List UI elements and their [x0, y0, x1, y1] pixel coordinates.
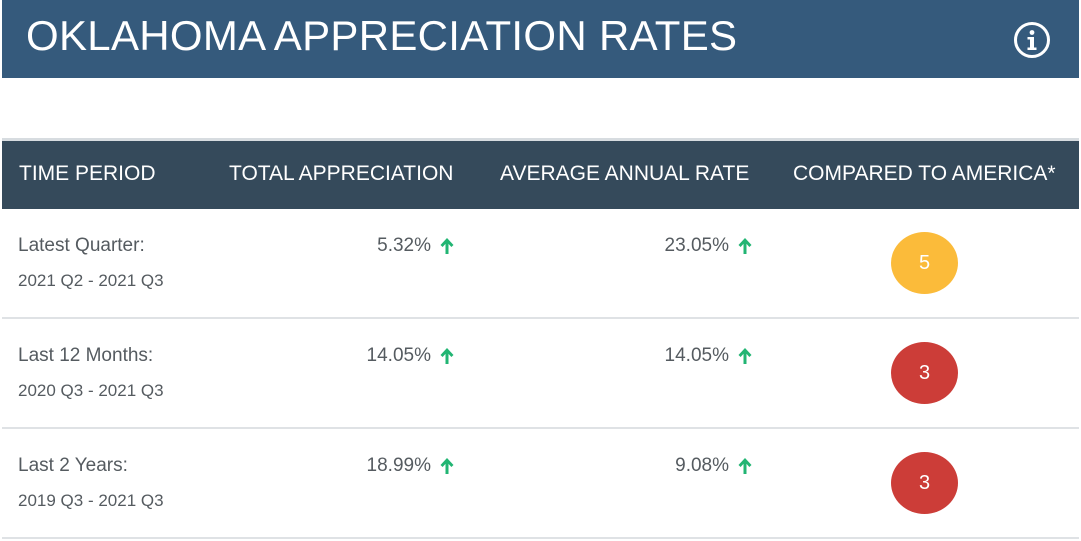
up-arrow-icon: [738, 238, 752, 254]
average-annual-rate-cell: 9.08%: [675, 455, 753, 477]
column-header-average-annual-rate: AVERAGE ANNUAL RATE: [500, 162, 750, 185]
total-appreciation-value: 14.05%: [366, 345, 431, 366]
rank-value: 5: [918, 251, 931, 274]
info-icon[interactable]: [1013, 21, 1051, 59]
appreciation-table: TIME PERIOD TOTAL APPRECIATION AVERAGE A…: [2, 138, 1079, 539]
total-appreciation-cell: 18.99%: [367, 455, 455, 477]
rank-badge: 5: [891, 232, 958, 294]
total-appreciation-cell: 5.32%: [377, 235, 455, 257]
period-range: 2020 Q3 - 2021 Q3: [18, 381, 164, 400]
up-arrow-icon: [440, 458, 454, 474]
up-arrow-icon: [440, 348, 454, 364]
page-title: OKLAHOMA APPRECIATION RATES: [26, 12, 738, 59]
column-header-time-period: TIME PERIOD: [19, 162, 156, 185]
period-range: 2019 Q3 - 2021 Q3: [18, 491, 164, 510]
average-annual-rate-cell: 14.05%: [665, 345, 753, 367]
rank-badge: 3: [891, 342, 958, 404]
up-arrow-icon: [738, 458, 752, 474]
table-row: Last 12 Months: 2020 Q3 - 2021 Q3 14.05%…: [2, 319, 1079, 429]
total-appreciation-value: 5.32%: [377, 235, 431, 256]
total-appreciation-cell: 14.05%: [367, 345, 455, 367]
rank-badge: 3: [891, 452, 958, 514]
average-annual-rate-value: 14.05%: [664, 345, 729, 366]
average-annual-rate-cell: 23.05%: [665, 235, 753, 257]
rank-value: 3: [918, 361, 931, 384]
period-label: Last 2 Years:: [18, 455, 128, 476]
up-arrow-icon: [738, 348, 752, 364]
column-header-compared-to-america: COMPARED TO AMERICA*: [793, 162, 1056, 185]
table-row: Last 2 Years: 2019 Q3 - 2021 Q3 18.99% 9…: [2, 429, 1079, 539]
period-label: Last 12 Months:: [18, 345, 154, 366]
table-header: TIME PERIOD TOTAL APPRECIATION AVERAGE A…: [2, 138, 1079, 209]
average-annual-rate-value: 9.08%: [675, 455, 729, 476]
period-range: 2021 Q2 - 2021 Q3: [18, 271, 164, 290]
period-label: Latest Quarter:: [18, 235, 145, 256]
title-bar: OKLAHOMA APPRECIATION RATES: [2, 0, 1079, 78]
rank-value: 3: [918, 471, 931, 494]
column-header-total-appreciation: TOTAL APPRECIATION: [229, 162, 454, 185]
average-annual-rate-value: 23.05%: [664, 235, 729, 256]
table-row: Latest Quarter: 2021 Q2 - 2021 Q3 5.32% …: [2, 209, 1079, 319]
up-arrow-icon: [440, 238, 454, 254]
total-appreciation-value: 18.99%: [366, 455, 431, 476]
